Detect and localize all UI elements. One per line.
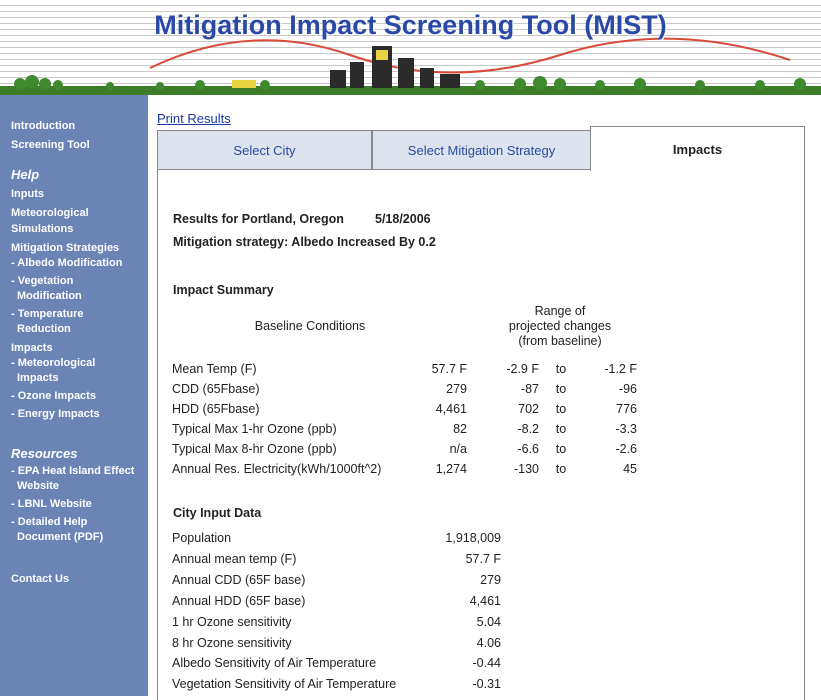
column-header: Range of bbox=[480, 303, 640, 319]
table-cell: 82 bbox=[387, 421, 467, 437]
nav-sublink[interactable]: - Albedo Modification bbox=[0, 256, 135, 271]
nav-link[interactable]: Impacts bbox=[0, 340, 139, 356]
row-label: CDD (65Fbase) bbox=[172, 381, 260, 397]
nav-sublink[interactable]: - Temperature Reduction bbox=[0, 307, 135, 337]
table-cell: 57.7 F bbox=[400, 551, 501, 567]
table-cell: -2.9 F bbox=[480, 361, 539, 377]
results-date: 5/18/2006 bbox=[375, 211, 431, 227]
nav-sublink[interactable]: - EPA Heat Island Effect Website bbox=[0, 464, 135, 494]
nav-heading: Resources bbox=[0, 446, 139, 462]
column-header: projected changes bbox=[480, 318, 640, 334]
table-cell: to bbox=[551, 401, 571, 417]
table-cell: to bbox=[551, 441, 571, 457]
row-label: HDD (65Fbase) bbox=[172, 401, 260, 417]
nav-link[interactable]: Screening Tool bbox=[0, 137, 139, 153]
table-cell: to bbox=[551, 361, 571, 377]
nav-heading: Help bbox=[0, 167, 139, 183]
sidebar: Introduction Screening Tool Help Inputs Mete… bbox=[0, 95, 148, 696]
nav-sublink[interactable]: - Ozone Impacts bbox=[0, 389, 135, 404]
table-cell: n/a bbox=[387, 441, 467, 457]
section-title: City Input Data bbox=[173, 505, 261, 521]
row-label: Typical Max 1-hr Ozone (ppb) bbox=[172, 421, 337, 437]
table-cell: 1,274 bbox=[387, 461, 467, 477]
row-label: 1 hr Ozone sensitivity bbox=[172, 614, 292, 630]
table-cell: -96 bbox=[577, 381, 637, 397]
row-label: Annual CDD (65F base) bbox=[172, 572, 305, 588]
nav-link[interactable]: Contact Us bbox=[0, 571, 139, 587]
nav-sublink[interactable]: - Meteorological Impacts bbox=[0, 356, 135, 386]
table-cell: 4.06 bbox=[400, 635, 501, 651]
app-title: Mitigation Impact Screening Tool (MIST) bbox=[0, 10, 821, 41]
column-header: (from baseline) bbox=[480, 333, 640, 349]
results-strategy: Mitigation strategy: Albedo Increased By… bbox=[173, 234, 436, 250]
nav-link[interactable]: Inputs bbox=[0, 186, 139, 202]
results-city: Results for Portland, Oregon bbox=[173, 211, 344, 227]
table-cell: -0.31 bbox=[400, 676, 501, 692]
header: Mitigation Impact Screening Tool (MIST) bbox=[0, 0, 821, 95]
table-cell: -8.2 bbox=[480, 421, 539, 437]
table-cell: 45 bbox=[577, 461, 637, 477]
tab[interactable]: Select City bbox=[157, 130, 372, 170]
table-cell: 4,461 bbox=[400, 593, 501, 609]
print-link[interactable]: Print Results bbox=[157, 111, 231, 126]
page: Mitigation Impact Screening Tool (MIST) … bbox=[0, 0, 821, 696]
table-cell: -0.44 bbox=[400, 655, 501, 671]
row-label: Annual HDD (65F base) bbox=[172, 593, 305, 609]
table-cell: 4,461 bbox=[387, 401, 467, 417]
column-header: Baseline Conditions bbox=[210, 318, 410, 334]
row-label: Albedo Sensitivity of Air Temperature bbox=[172, 655, 376, 671]
table-cell: 5.04 bbox=[400, 614, 501, 630]
row-label: Mean Temp (F) bbox=[172, 361, 257, 377]
tab[interactable]: Select Mitigation Strategy bbox=[372, 130, 591, 170]
table-cell: 279 bbox=[387, 381, 467, 397]
table-cell: -130 bbox=[480, 461, 539, 477]
row-label: 8 hr Ozone sensitivity bbox=[172, 635, 292, 651]
table-cell: 776 bbox=[577, 401, 637, 417]
nav-link[interactable]: Mitigation Strategies bbox=[0, 240, 139, 256]
tab[interactable]: Impacts bbox=[590, 126, 805, 171]
row-label: Annual mean temp (F) bbox=[172, 551, 296, 567]
table-cell: -2.6 bbox=[577, 441, 637, 457]
nav-link[interactable]: Introduction bbox=[0, 118, 139, 134]
table-cell: -3.3 bbox=[577, 421, 637, 437]
row-label: Vegetation Sensitivity of Air Temperatur… bbox=[172, 676, 396, 692]
table-cell: -1.2 F bbox=[577, 361, 637, 377]
table-cell: -87 bbox=[480, 381, 539, 397]
nav-sublink[interactable]: - Vegetation Modification bbox=[0, 274, 135, 304]
row-label: Annual Res. Electricity(kWh/1000ft^2) bbox=[172, 461, 381, 477]
table-cell: to bbox=[551, 461, 571, 477]
table-cell: to bbox=[551, 421, 571, 437]
nav-link[interactable]: Meteorological Simulations bbox=[0, 205, 139, 237]
nav-sublink[interactable]: - LBNL Website bbox=[0, 497, 135, 512]
table-cell: 57.7 F bbox=[387, 361, 467, 377]
table-cell: 702 bbox=[480, 401, 539, 417]
section-title: Impact Summary bbox=[173, 282, 274, 298]
row-label: Typical Max 8-hr Ozone (ppb) bbox=[172, 441, 337, 457]
nav-sublink[interactable]: - Energy Impacts bbox=[0, 407, 135, 422]
nav-sublink[interactable]: - Detailed Help Document (PDF) bbox=[0, 515, 135, 545]
table-cell: to bbox=[551, 381, 571, 397]
table-cell: 1,918,009 bbox=[400, 530, 501, 546]
table-cell: -6.6 bbox=[480, 441, 539, 457]
row-label: Population bbox=[172, 530, 231, 546]
table-cell: 279 bbox=[400, 572, 501, 588]
